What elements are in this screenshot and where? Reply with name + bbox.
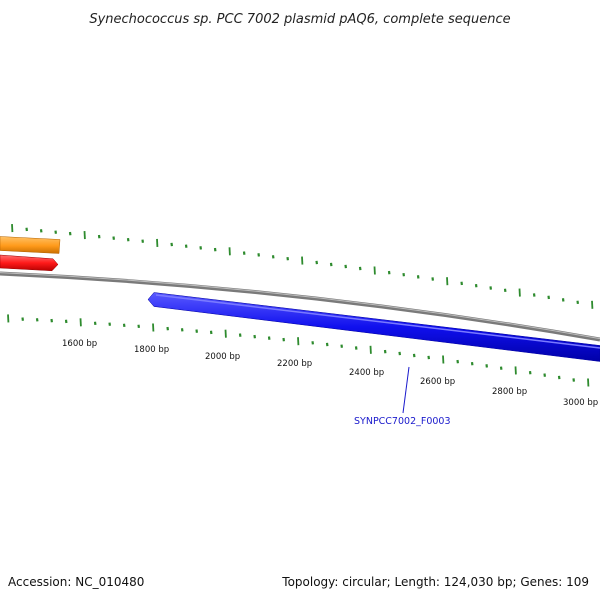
gene-label-leader-line: [402, 366, 410, 414]
scale-label-2600: 2600 bp: [420, 377, 455, 387]
scale-label-2200: 2200 bp: [277, 359, 312, 369]
scale-label-1800: 1800 bp: [134, 345, 169, 355]
scale-label-3000: 3000 bp: [563, 398, 598, 408]
topology-summary-text: Topology: circular; Length: 124,030 bp; …: [281, 575, 589, 589]
scale-label-2400: 2400 bp: [349, 368, 384, 378]
scale-label-2800: 2800 bp: [492, 387, 527, 397]
plasmid-backbone: [0, 271, 600, 342]
gene-arrow-orange[interactable]: [0, 236, 61, 254]
inner-tick-ring: [7, 314, 590, 387]
gene-arrow-red[interactable]: [0, 254, 59, 272]
scale-label-1600: 1600 bp: [62, 339, 97, 349]
gene-arrow-blue-highlight: [155, 294, 600, 349]
accession-text: Accession: NC_010480: [8, 575, 144, 589]
map-title: Synechococcus sp. PCC 7002 plasmid pAQ6,…: [89, 12, 510, 27]
outer-tick-ring: [11, 224, 594, 309]
scale-label-2000: 2000 bp: [205, 352, 240, 362]
gene-arrow-blue[interactable]: [147, 292, 600, 362]
plasmid-backbone-highlight: [0, 272, 600, 340]
gene-label-synpcc7002-f0003[interactable]: SYNPCC7002_F0003: [354, 416, 451, 427]
